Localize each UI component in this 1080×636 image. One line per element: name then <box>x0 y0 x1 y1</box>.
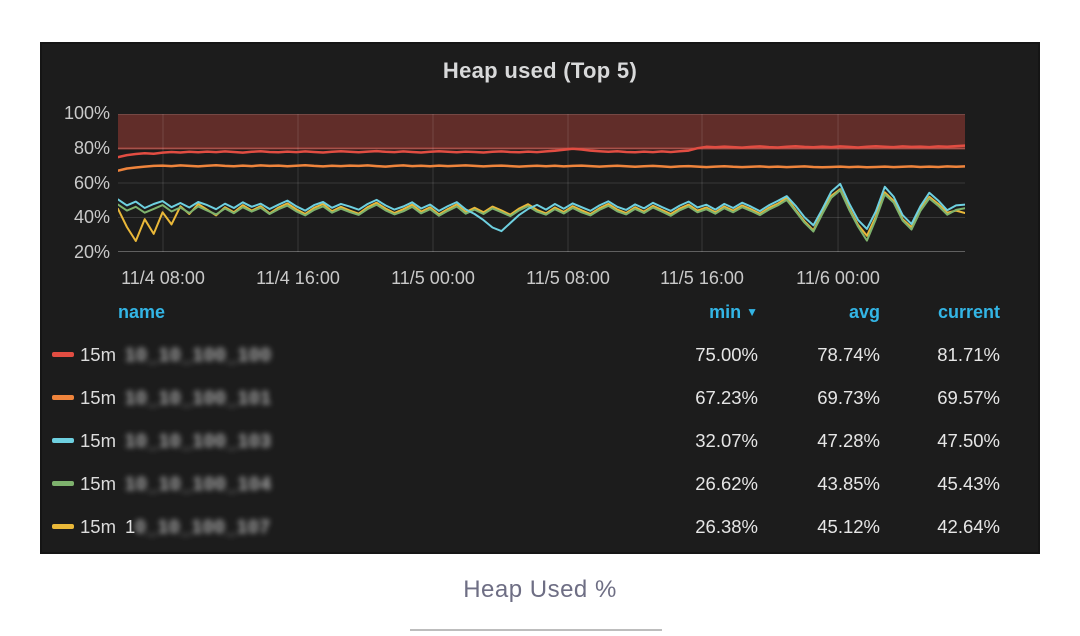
threshold-region-80-100 <box>118 114 965 149</box>
legend-header: name min ▼ avg current <box>42 300 1000 324</box>
x-tick-label: 11/5 16:00 <box>660 268 744 288</box>
legend-row: 15m 10_10_100_103 32.07% 47.28% 47.50% <box>42 419 1000 462</box>
legend-row: 15m 10_10_100_100 75.00% 78.74% 81.71% <box>42 333 1000 376</box>
legend-series-label: 15m 10_10_100_101 <box>52 387 638 409</box>
current-value: 47.50% <box>937 429 1000 451</box>
min-value: 67.23% <box>695 386 758 408</box>
series-interval: 15m <box>80 386 116 408</box>
legend-series-label: 15m 10_10_100_107 <box>52 516 638 538</box>
min-value: 26.62% <box>695 472 758 494</box>
series-color-swatch[interactable] <box>52 438 74 443</box>
series-name-redacted: 0_10_100_107 <box>135 515 271 537</box>
y-tick-label: 60% <box>73 172 110 193</box>
series-name-redacted: 10_10_100_101 <box>125 386 272 408</box>
series-name[interactable]: 10_10_100_107 <box>125 516 271 538</box>
series-interval: 15m <box>80 472 116 494</box>
min-value: 75.00% <box>695 343 758 365</box>
x-axis: 11/4 08:00 11/4 16:00 11/5 00:00 11/5 08:00… <box>118 268 965 292</box>
y-tick-label: 40% <box>73 207 110 228</box>
current-value: 45.43% <box>937 472 1000 494</box>
heap-used-chart[interactable] <box>118 114 965 252</box>
min-value: 32.07% <box>695 429 758 451</box>
series-interval: 15m <box>80 343 116 365</box>
series-name-redacted: 10_10_100_100 <box>125 343 272 365</box>
series-line-15m-10_10_100_104 <box>118 189 965 242</box>
caption-divider <box>410 629 662 631</box>
legend-header-min[interactable]: min ▼ <box>638 302 758 323</box>
series-name[interactable]: 10_10_100_101 <box>125 387 272 409</box>
image-caption: Heap Used % <box>463 576 617 603</box>
legend-table: name min ▼ avg current 15m 10_10_100_100 75… <box>42 300 1038 548</box>
series-name-visible: 1 <box>125 515 136 537</box>
x-tick-label: 11/4 08:00 <box>121 268 205 288</box>
series-name[interactable]: 10_10_100_104 <box>125 473 272 495</box>
y-tick-label: 20% <box>73 242 110 262</box>
panel-title[interactable]: Heap used (Top 5) <box>442 58 638 83</box>
series-line-15m-10_10_100_100 <box>118 144 965 159</box>
avg-value: 47.28% <box>817 429 880 451</box>
series-interval: 15m <box>80 429 116 451</box>
legend-rows: 15m 10_10_100_100 75.00% 78.74% 81.71% 15m 10_… <box>42 333 1000 548</box>
legend-row: 15m 10_10_100_101 67.23% 69.73% 69.57% <box>42 376 1000 419</box>
avg-value: 69.73% <box>817 386 880 408</box>
series-name[interactable]: 10_10_100_100 <box>125 344 272 366</box>
avg-value: 43.85% <box>817 472 880 494</box>
avg-value: 45.12% <box>817 515 880 537</box>
series-name-redacted: 10_10_100_104 <box>125 472 272 494</box>
legend-row: 15m 10_10_100_104 26.62% 43.85% 45.43% <box>42 462 1000 505</box>
legend-header-avg[interactable]: avg <box>848 301 880 322</box>
series-color-swatch[interactable] <box>52 524 74 529</box>
y-axis: 100% 80% 60% 40% 20% <box>42 104 110 262</box>
legend-series-label: 15m 10_10_100_104 <box>52 473 638 495</box>
x-tick-label: 11/6 00:00 <box>796 268 880 288</box>
series-line-15m-10_10_100_103 <box>118 182 965 233</box>
series-name-redacted: 10_10_100_103 <box>125 429 272 451</box>
avg-value: 78.74% <box>817 343 880 365</box>
series-color-swatch[interactable] <box>52 352 74 357</box>
current-value: 69.57% <box>937 386 1000 408</box>
legend-header-name[interactable]: name <box>118 301 166 322</box>
grafana-heap-panel: Heap used (Top 5) 100% 80% 60% 40% 20% 11/4 … <box>42 44 1038 552</box>
sort-desc-icon: ▼ <box>746 304 758 319</box>
current-value: 42.64% <box>937 515 1000 537</box>
series-name[interactable]: 10_10_100_103 <box>125 430 272 452</box>
x-tick-label: 11/5 08:00 <box>526 268 610 288</box>
x-tick-label: 11/5 00:00 <box>391 268 475 288</box>
legend-header-current[interactable]: current <box>937 301 1000 322</box>
current-value: 81.71% <box>937 343 1000 365</box>
series-color-swatch[interactable] <box>52 481 74 486</box>
legend-series-label: 15m 10_10_100_103 <box>52 430 638 452</box>
series-line-15m-10_10_100_101 <box>118 163 965 172</box>
series-interval: 15m <box>80 515 116 537</box>
series-color-swatch[interactable] <box>52 395 74 400</box>
y-tick-label: 100% <box>63 103 110 123</box>
min-value: 26.38% <box>695 515 758 537</box>
x-tick-label: 11/4 16:00 <box>256 268 340 288</box>
legend-header-min-label: min <box>709 301 742 322</box>
y-tick-label: 80% <box>73 137 110 158</box>
legend-row: 15m 10_10_100_107 26.38% 45.12% 42.64% <box>42 505 1000 548</box>
legend-series-label: 15m 10_10_100_100 <box>52 344 638 366</box>
